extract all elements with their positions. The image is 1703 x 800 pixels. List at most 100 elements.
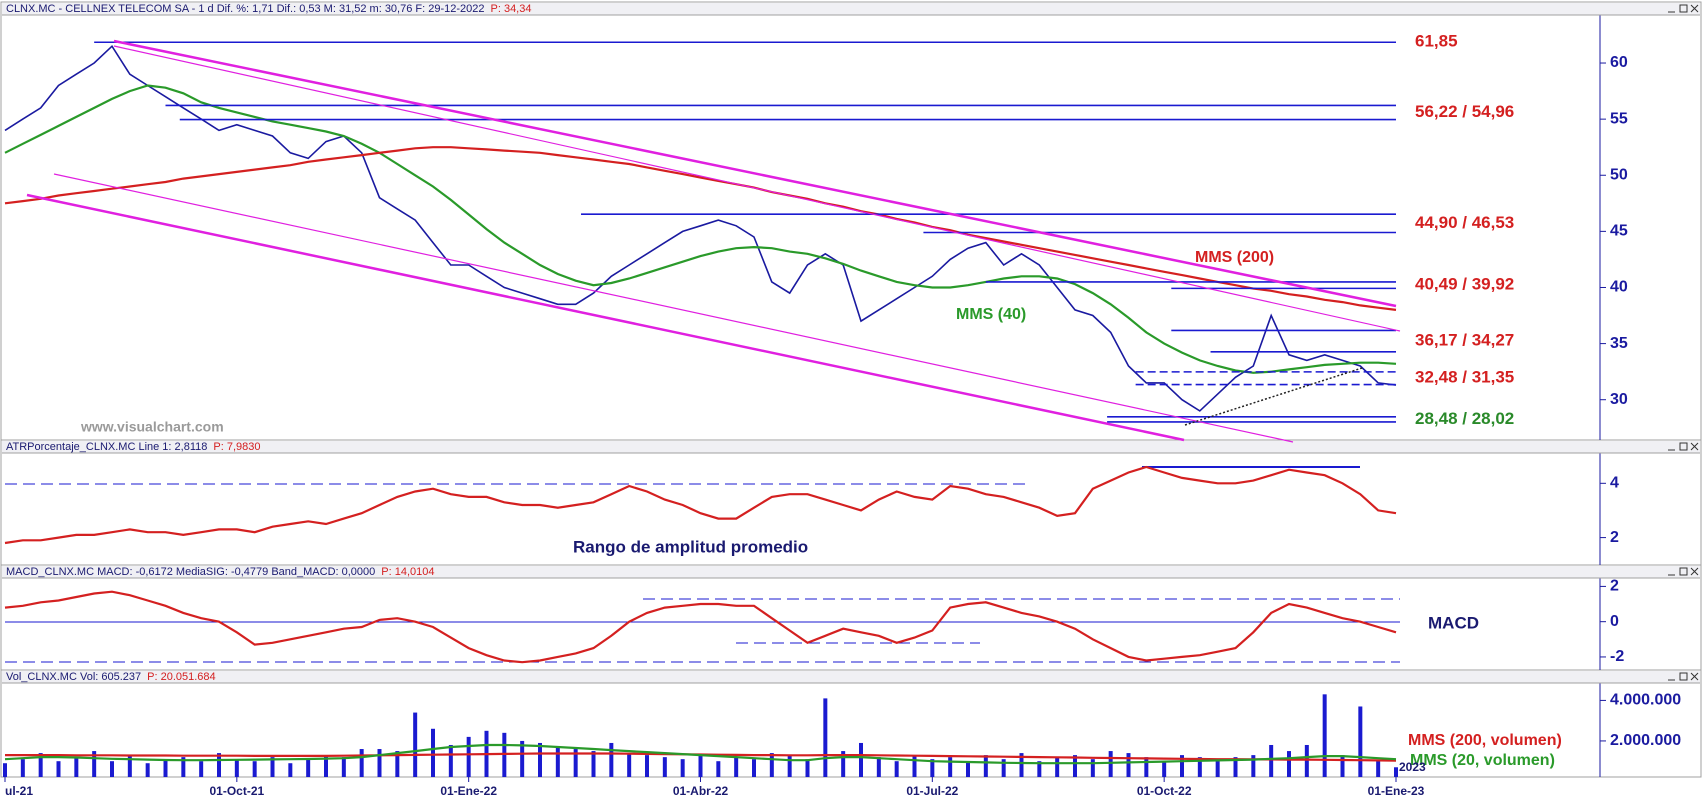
bar bbox=[1144, 757, 1149, 777]
bar bbox=[841, 751, 846, 777]
level-label: 36,17 / 34,27 bbox=[1415, 331, 1514, 350]
bar bbox=[1037, 761, 1042, 777]
bar bbox=[466, 736, 471, 777]
series-line bbox=[4, 743, 1397, 765]
bar bbox=[1055, 757, 1060, 777]
y-tick-label: 2 bbox=[1610, 578, 1619, 595]
level-label: 56,22 / 54,96 bbox=[1415, 102, 1514, 121]
series-label: MMS (40) bbox=[956, 306, 1026, 323]
bar bbox=[288, 763, 293, 777]
y-tick-label: 60 bbox=[1610, 54, 1628, 71]
bar bbox=[110, 761, 114, 777]
bar bbox=[38, 753, 43, 777]
bar bbox=[930, 759, 935, 777]
bar bbox=[341, 757, 346, 777]
panel-price-label: P: 14,0104 bbox=[381, 566, 434, 578]
channel-line bbox=[113, 39, 1397, 308]
bar bbox=[752, 759, 756, 777]
bar bbox=[1269, 744, 1274, 777]
bar bbox=[395, 751, 400, 777]
series-label: MMS (200, volumen) bbox=[1408, 732, 1562, 749]
maximize-button bbox=[1679, 567, 1688, 576]
bar bbox=[716, 761, 721, 777]
bar bbox=[1073, 755, 1077, 777]
panel-title: Vol_CLNX.MC Vol: 605.237 bbox=[6, 671, 141, 683]
panel-header bbox=[2, 671, 1700, 683]
y-tick-label: 4 bbox=[1610, 475, 1619, 492]
bar bbox=[823, 698, 828, 777]
bar bbox=[787, 755, 792, 777]
y-tick-label: -2 bbox=[1610, 648, 1624, 665]
bar bbox=[359, 749, 364, 777]
trend-channels bbox=[26, 39, 1401, 443]
bar bbox=[306, 759, 311, 777]
panel-header bbox=[2, 566, 1700, 578]
level-label: 28,48 / 28,02 bbox=[1415, 409, 1514, 428]
reference-lines bbox=[5, 466, 1400, 663]
panel-price-label: P: 7,9830 bbox=[213, 441, 260, 453]
channel-line bbox=[113, 45, 1401, 332]
bar bbox=[1376, 761, 1381, 777]
series-line bbox=[4, 44, 1397, 412]
bar bbox=[252, 761, 257, 777]
panel-title: CLNX.MC - CELLNEX TELECOM SA - 1 d Dif. … bbox=[6, 3, 485, 15]
annotation: Rango de amplitud promedio bbox=[573, 537, 808, 556]
bar bbox=[1126, 753, 1131, 777]
bar bbox=[324, 755, 328, 777]
bar bbox=[680, 759, 685, 777]
bar bbox=[163, 759, 168, 777]
bar bbox=[769, 753, 774, 777]
maximize-button bbox=[1679, 442, 1688, 451]
y-tick-label: 2 bbox=[1610, 529, 1619, 546]
maximize-button bbox=[1679, 4, 1688, 13]
y-tick-label: 40 bbox=[1610, 279, 1628, 296]
series-line bbox=[4, 465, 1397, 545]
series-line bbox=[4, 146, 1397, 311]
bar bbox=[1251, 755, 1256, 777]
bar bbox=[127, 755, 132, 777]
bar bbox=[1287, 751, 1291, 777]
bar bbox=[894, 761, 899, 777]
bar bbox=[181, 757, 186, 777]
panel-price-label: P: 20.051.684 bbox=[147, 671, 216, 683]
x-tick-label: 01-Ene-23 bbox=[1368, 784, 1425, 798]
bar bbox=[234, 759, 239, 777]
panel-header bbox=[2, 3, 1700, 15]
bar bbox=[1322, 694, 1327, 777]
series-label: MMS (200) bbox=[1195, 249, 1274, 266]
bar bbox=[1019, 753, 1024, 777]
bar bbox=[662, 757, 667, 777]
bar bbox=[145, 763, 150, 777]
bar bbox=[3, 763, 7, 777]
bar bbox=[805, 759, 810, 777]
close-button bbox=[1690, 4, 1699, 13]
x-tick-label: 01-Oct-21 bbox=[209, 784, 264, 798]
channel-line bbox=[26, 193, 1185, 442]
bar bbox=[573, 749, 578, 777]
bar bbox=[520, 740, 525, 777]
series-label: MMS (20, volumen) bbox=[1410, 752, 1555, 769]
annotation: 2023 bbox=[1399, 760, 1426, 774]
level-label: 40,49 / 39,92 bbox=[1415, 275, 1514, 294]
y-tick-label: 55 bbox=[1610, 110, 1628, 127]
bar bbox=[948, 757, 953, 777]
bar bbox=[1090, 759, 1095, 777]
bar bbox=[538, 742, 542, 777]
series-line bbox=[4, 590, 1397, 664]
bar bbox=[1340, 755, 1345, 777]
close-button bbox=[1690, 442, 1699, 451]
bar bbox=[645, 755, 649, 777]
bar bbox=[413, 712, 418, 777]
bar bbox=[859, 742, 863, 777]
bar bbox=[1108, 751, 1113, 777]
panel-title: ATRPorcentaje_CLNX.MC Line 1: 2,8118 bbox=[6, 441, 207, 453]
panel-frame bbox=[0, 1, 1702, 441]
bar bbox=[56, 761, 61, 777]
bar bbox=[377, 749, 382, 777]
y-tick-label: 4.000.000 bbox=[1610, 692, 1681, 709]
bar bbox=[609, 742, 614, 777]
close-button bbox=[1690, 567, 1699, 576]
series-line bbox=[4, 84, 1397, 374]
bar bbox=[1394, 767, 1398, 777]
level-label: 44,90 / 46,53 bbox=[1415, 213, 1514, 232]
